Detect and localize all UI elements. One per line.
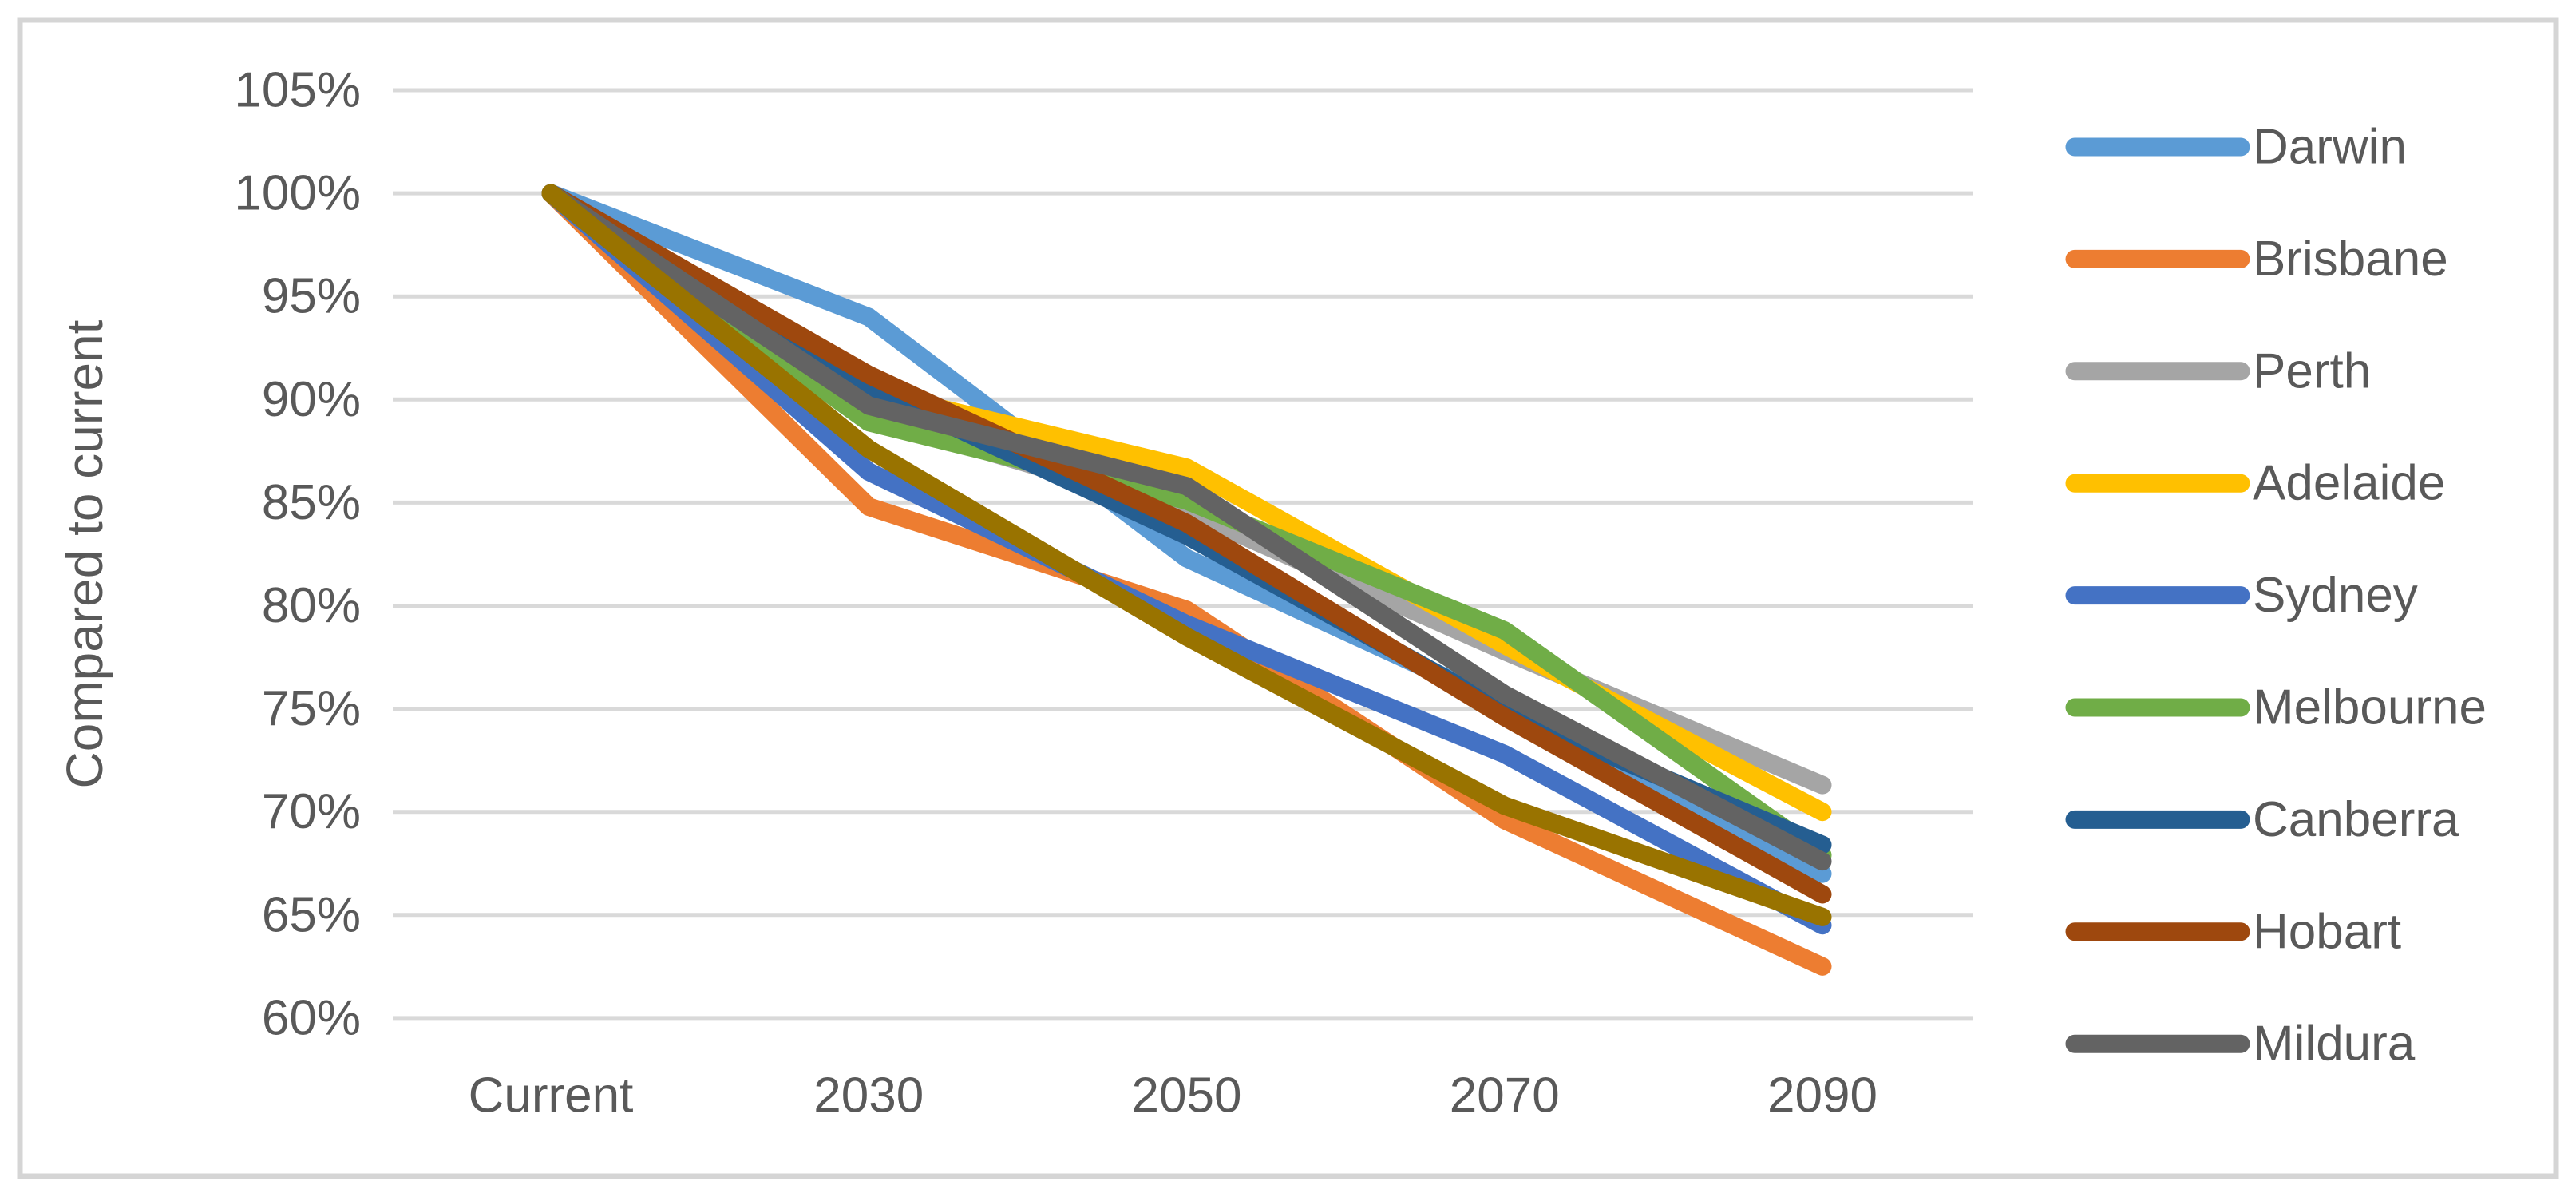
chart-legend: Darwin Brisbane Perth Adelaide Sydney Melbour…	[2065, 120, 2487, 1072]
legend-label: Darwin	[2253, 120, 2407, 175]
legend-label: Hobart	[2253, 904, 2401, 959]
legend-item-brisbane: Brisbane	[2065, 232, 2448, 287]
chart-frame-border	[17, 17, 2559, 1179]
y-axis-tick-labels: 105% 100% 95% 90% 85% 80% 75% 70% 65% 60%	[234, 63, 361, 1046]
y-tick-label: 105%	[234, 63, 361, 118]
legend-item-darwin: Darwin	[2065, 120, 2407, 175]
legend-label: Canberra	[2253, 792, 2459, 847]
y-tick-label: 65%	[262, 887, 361, 942]
series-line-sydney	[541, 184, 1832, 935]
gridlines	[393, 88, 1973, 1021]
y-tick-label: 70%	[262, 784, 361, 839]
y-tick-label: 60%	[262, 990, 361, 1045]
legend-item-mildura: Mildura	[2065, 1017, 2416, 1072]
y-tick-label: 75%	[262, 681, 361, 736]
x-tick-label-2070: 2070	[1450, 1068, 1560, 1124]
legend-item-perth: Perth	[2065, 343, 2371, 398]
y-tick-label: 100%	[234, 166, 361, 221]
legend-item-adelaide: Adelaide	[2065, 456, 2445, 511]
legend-label: Mildura	[2253, 1017, 2416, 1072]
legend-item-sydney: Sydney	[2065, 568, 2418, 623]
legend-label: Melbourne	[2253, 680, 2487, 735]
legend-item-melbourne: Melbourne	[2065, 680, 2487, 735]
x-tick-label-2030: 2030	[813, 1068, 924, 1124]
y-tick-label: 85%	[262, 475, 361, 530]
y-tick-label: 80%	[262, 578, 361, 633]
legend-label: Brisbane	[2253, 232, 2448, 287]
series-line-brisbane	[541, 184, 1832, 976]
y-tick-label: 90%	[262, 372, 361, 427]
legend-item-canberra: Canberra	[2065, 792, 2459, 847]
y-axis-title: Compared to current	[56, 319, 113, 788]
series-line-mildura	[541, 184, 1832, 871]
y-tick-label: 95%	[262, 269, 361, 324]
series-lines	[541, 184, 1832, 976]
x-axis-category-labels: Current 2030 2050 2070 2090	[469, 1068, 1878, 1124]
x-tick-label-2050: 2050	[1132, 1068, 1242, 1124]
legend-label: Perth	[2253, 343, 2371, 398]
legend-label: Sydney	[2253, 568, 2418, 623]
legend-label: Adelaide	[2253, 456, 2445, 511]
series-line-hobart	[541, 184, 1832, 904]
x-tick-label-current: Current	[469, 1068, 634, 1124]
legend-item-hobart: Hobart	[2065, 904, 2401, 959]
series-line-unlabeled	[541, 184, 1832, 926]
x-tick-label-2090: 2090	[1767, 1068, 1878, 1124]
